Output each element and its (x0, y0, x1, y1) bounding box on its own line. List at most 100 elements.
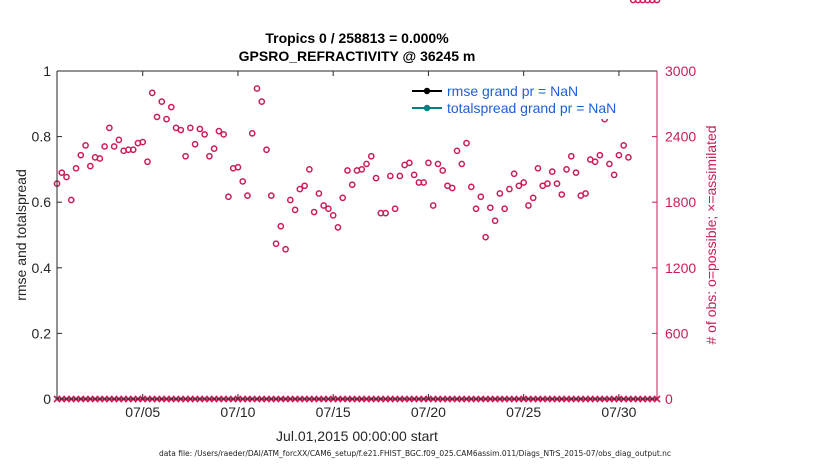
possible-marker (629, 0, 637, 4)
chart-title-line1: Tropics 0 / 258813 = 0.000% (265, 30, 449, 46)
possible-marker (86, 162, 94, 170)
left-tick-label: 1 (43, 63, 51, 79)
possible-marker (501, 205, 508, 213)
possible-marker (163, 115, 170, 123)
possible-marker (486, 204, 494, 212)
possible-marker (510, 170, 518, 178)
possible-marker (310, 208, 318, 216)
possible-marker (572, 169, 580, 177)
possible-marker (391, 205, 399, 213)
right-tick-label: 0 (665, 391, 673, 407)
possible-marker (653, 0, 661, 4)
right-tick-label: 1200 (665, 260, 696, 276)
x-tick-label: 07/05 (125, 404, 160, 420)
right-axis-ticks: 0 600 1200 1800 2400 3000 (652, 63, 696, 407)
x-tick-label: 07/25 (506, 404, 541, 420)
possible-marker (420, 179, 428, 186)
possible-marker (186, 124, 194, 132)
possible-marker (382, 209, 389, 217)
x-tick-label: 07/10 (220, 404, 255, 420)
possible-marker (167, 103, 175, 111)
possible-marker (220, 131, 228, 138)
possible-marker (325, 205, 332, 213)
possible-marker (463, 139, 470, 147)
possible-marker (158, 98, 166, 105)
possible-marker (339, 194, 347, 202)
possible-marker (534, 164, 542, 172)
possible-marker (296, 185, 304, 193)
possible-marker (329, 211, 337, 219)
possible-marker (344, 167, 351, 174)
possible-marker (610, 171, 618, 179)
possible-marker (234, 163, 242, 171)
possible-marker (363, 160, 370, 168)
possible-marker (644, 0, 651, 4)
possible-marker (129, 146, 137, 154)
possible-marker (606, 160, 613, 168)
possible-marker (96, 155, 104, 162)
legend-box (408, 79, 650, 119)
possible-marker (82, 141, 89, 149)
possible-marker (448, 184, 456, 192)
possible-marker (244, 192, 251, 199)
possible-marker (286, 196, 294, 204)
possible-marker (491, 217, 499, 225)
possible-marker (410, 171, 418, 179)
possible-marker (582, 190, 589, 197)
possible-marker (106, 124, 113, 132)
possible-marker (272, 240, 280, 248)
left-tick-label: 0.2 (32, 325, 52, 341)
x-tick-label: 07/30 (601, 404, 636, 420)
legend-rmse-label: rmse grand pr = NaN (447, 83, 578, 99)
legend-totalspread-label: totalspread grand pr = NaN (447, 100, 616, 116)
left-tick-label: 0.8 (32, 129, 52, 145)
possible-marker (477, 193, 485, 201)
possible-marker (591, 158, 599, 166)
possible-marker (520, 179, 528, 186)
possible-series (53, 0, 661, 253)
possible-marker (529, 194, 537, 202)
possible-marker (567, 152, 575, 160)
possible-marker (553, 180, 561, 187)
possible-marker (482, 233, 489, 241)
possible-marker (67, 196, 75, 204)
possible-marker (358, 166, 366, 173)
possible-marker (306, 166, 313, 173)
possible-marker (425, 159, 432, 167)
possible-marker (506, 185, 513, 193)
possible-marker (153, 113, 161, 121)
possible-marker (139, 138, 147, 146)
legend: rmse grand pr = NaN totalspread grand pr… (408, 79, 650, 119)
possible-marker (148, 89, 156, 97)
possible-marker (558, 191, 566, 198)
possible-marker (496, 190, 504, 197)
left-tick-label: 0.4 (32, 260, 52, 276)
possible-marker (439, 167, 447, 174)
right-tick-label: 3000 (665, 63, 696, 79)
right-tick-label: 2400 (665, 129, 696, 145)
possible-marker (225, 193, 232, 201)
chart-title-line2: GPSRO_REFRACTIVITY @ 36245 m (239, 48, 476, 64)
possible-marker (429, 202, 437, 209)
possible-marker (144, 158, 151, 166)
possible-marker (301, 182, 308, 190)
possible-marker (453, 147, 461, 155)
possible-marker (467, 183, 475, 191)
possible-marker (596, 151, 604, 159)
possible-marker (406, 159, 413, 167)
right-tick-label: 600 (665, 325, 689, 341)
possible-marker (63, 173, 70, 181)
possible-marker (58, 169, 66, 177)
possible-marker (206, 152, 213, 160)
possible-marker (282, 245, 289, 253)
possible-marker (348, 181, 356, 189)
possible-marker (258, 98, 266, 105)
possible-marker (648, 0, 656, 4)
possible-marker (386, 172, 394, 180)
possible-marker (515, 182, 523, 190)
possible-marker (277, 222, 285, 230)
possible-marker (458, 160, 466, 168)
possible-marker (72, 164, 80, 172)
possible-marker (634, 0, 642, 4)
